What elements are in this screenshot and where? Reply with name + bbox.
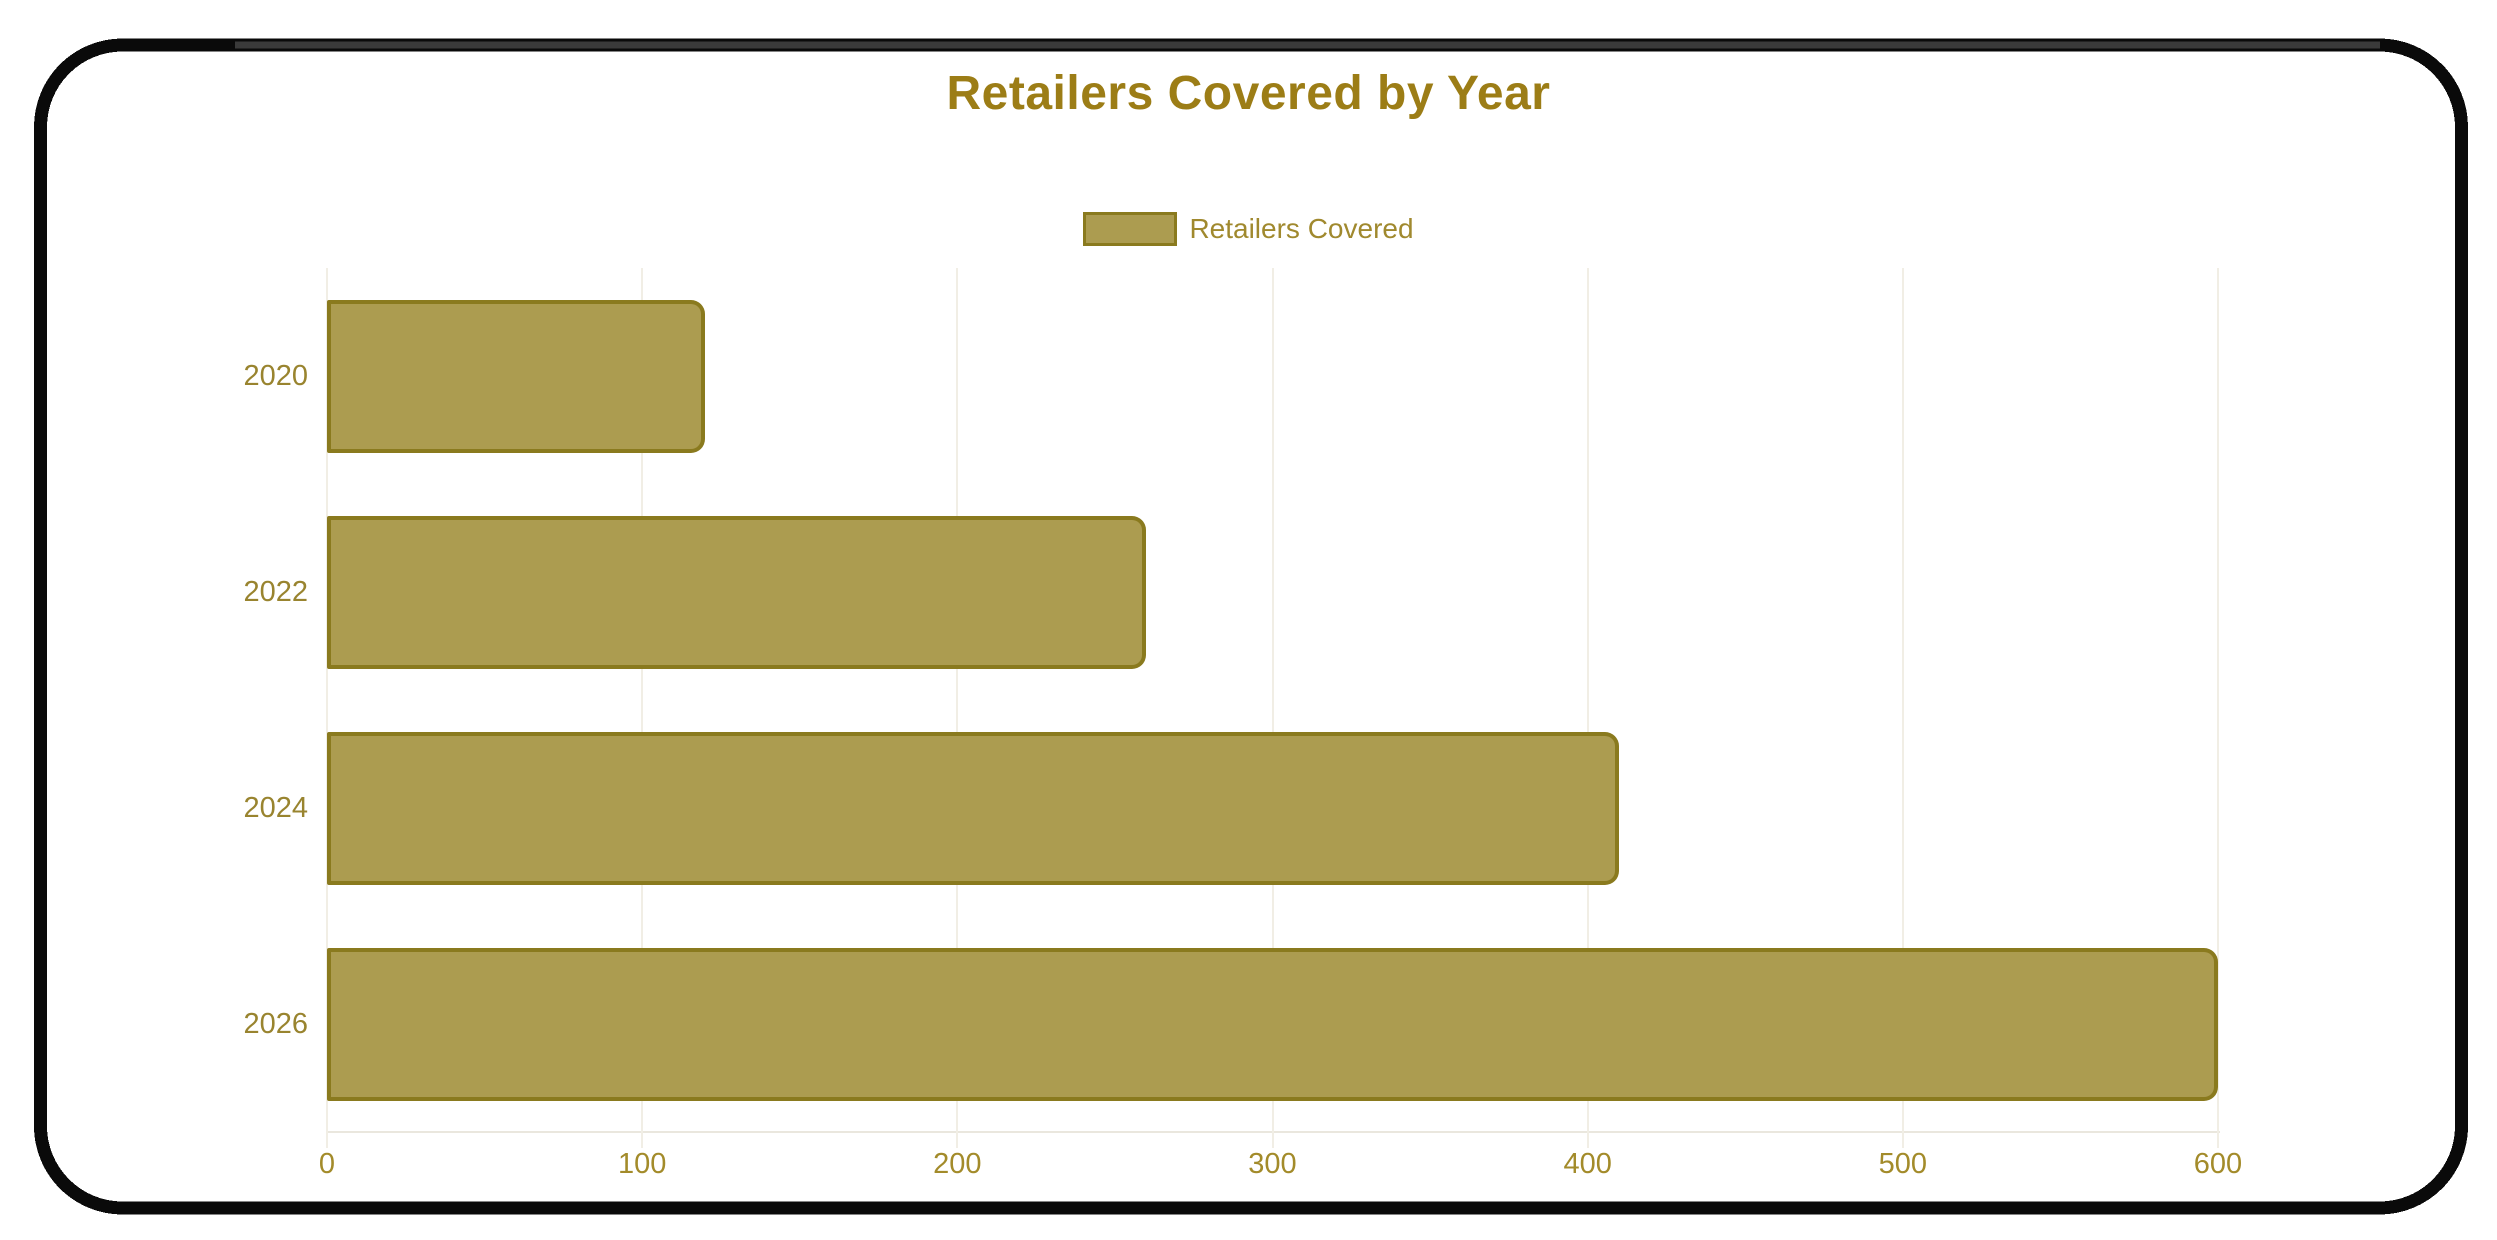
x-axis-line <box>327 1131 2220 1133</box>
y-category-label-2024: 2024 <box>243 792 308 824</box>
chart-title: Retailers Covered by Year <box>946 67 1551 120</box>
x-tick-label-600: 600 <box>2193 1148 2243 1180</box>
x-tick-label-100: 100 <box>617 1148 667 1180</box>
legend-swatch <box>1083 212 1178 246</box>
y-category-label-2026: 2026 <box>243 1008 308 1040</box>
gridline-0 <box>326 268 328 1132</box>
gridline-600 <box>2217 268 2219 1132</box>
bar-2020[interactable] <box>327 299 706 453</box>
x-tick-label-0: 0 <box>318 1148 336 1180</box>
gridline-200 <box>956 268 959 1132</box>
bar-2026[interactable] <box>327 947 2218 1101</box>
bar-2024[interactable] <box>327 731 1620 885</box>
x-tick-mark-300 <box>1271 1132 1274 1148</box>
y-category-label-2020: 2020 <box>243 360 308 392</box>
legend[interactable]: Retailers Covered <box>0 212 2497 246</box>
x-tick-mark-600 <box>2217 1132 2219 1148</box>
plot-area: 0 100 200 300 400 500 600 <box>319 268 2242 1180</box>
x-tick-mark-400 <box>1586 1132 1589 1148</box>
bar-2022[interactable] <box>327 515 1147 669</box>
x-tick-mark-100 <box>641 1132 644 1148</box>
x-tick-mark-0 <box>326 1132 328 1148</box>
x-tick-label-200: 200 <box>933 1148 982 1180</box>
x-tick-label-400: 400 <box>1563 1148 1612 1180</box>
x-tick-mark-500 <box>1901 1132 1904 1148</box>
gridline-400 <box>1586 268 1589 1132</box>
legend-label: Retailers Covered <box>1189 213 1414 244</box>
y-category-label-2022: 2022 <box>243 576 308 608</box>
y-axis-labels: 2020 2022 2024 2026 <box>0 268 308 1132</box>
x-tick-mark-200 <box>956 1132 959 1148</box>
x-tick-label-300: 300 <box>1248 1148 1297 1180</box>
gridline-500 <box>1901 268 1904 1132</box>
gridline-300 <box>1271 268 1274 1132</box>
x-tick-label-500: 500 <box>1878 1148 1928 1180</box>
gridline-100 <box>641 268 644 1132</box>
